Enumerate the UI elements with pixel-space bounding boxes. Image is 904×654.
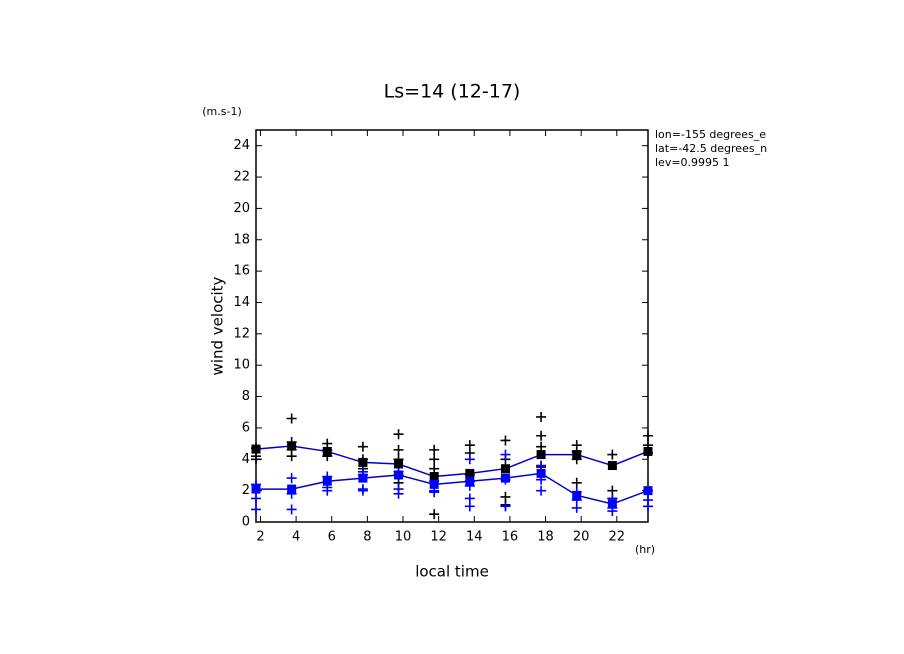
x-tick-label: 22 xyxy=(609,530,626,545)
x-tick-label: 2 xyxy=(256,530,264,545)
marker xyxy=(536,468,546,478)
marker xyxy=(358,473,368,483)
marker xyxy=(394,459,404,469)
marker xyxy=(464,501,475,512)
marker xyxy=(429,463,440,474)
marker xyxy=(571,477,582,488)
marker xyxy=(358,457,368,467)
x-axis-label: local time xyxy=(415,563,489,581)
x-tick-label: 10 xyxy=(395,530,412,545)
marker xyxy=(394,470,404,480)
y-tick-label: 14 xyxy=(233,295,250,310)
marker xyxy=(322,446,332,456)
marker xyxy=(643,486,653,496)
marker xyxy=(322,476,332,486)
y-tick-label: 18 xyxy=(233,232,250,247)
y-tick-label: 24 xyxy=(233,138,250,153)
marker xyxy=(251,484,261,494)
x-tick-label: 4 xyxy=(292,530,300,545)
marker xyxy=(393,429,404,440)
y-tick-label: 16 xyxy=(233,264,250,279)
marker xyxy=(429,444,440,455)
marker xyxy=(465,468,475,478)
y-tick-label: 8 xyxy=(242,389,250,404)
marker xyxy=(322,485,333,496)
annotation: lat=-42.5 degrees_n xyxy=(655,142,767,155)
marker xyxy=(251,493,261,504)
marker xyxy=(251,454,261,465)
annotation: lon=-155 degrees_e xyxy=(655,128,766,141)
series-line xyxy=(256,472,649,505)
marker xyxy=(287,441,297,451)
annotations: lon=-155 degrees_e lat=-42.5 degrees_n l… xyxy=(655,128,767,169)
marker xyxy=(607,461,617,471)
x-tick-label: 12 xyxy=(430,530,447,545)
annotation: lev=0.9995 1 xyxy=(655,156,730,169)
marker xyxy=(429,472,439,482)
marker xyxy=(607,499,617,509)
marker xyxy=(607,449,618,460)
marker xyxy=(571,502,582,513)
y-tick-label: 10 xyxy=(233,358,250,373)
x-tick-label: 14 xyxy=(466,530,483,545)
x-tick-label: 8 xyxy=(363,530,371,545)
marker xyxy=(465,476,475,486)
marker xyxy=(572,450,582,460)
y-axis-label: wind velocity xyxy=(209,276,227,375)
x-tick-label: 18 xyxy=(537,530,554,545)
y-tick-label: 6 xyxy=(242,420,250,435)
x-tick-label: 20 xyxy=(573,530,590,545)
y-tick-label: 12 xyxy=(233,326,250,341)
y-unit: (m.s-1) xyxy=(202,105,242,118)
marker xyxy=(500,449,511,460)
marker xyxy=(357,441,368,452)
y-tick-label: 20 xyxy=(233,201,250,216)
marker xyxy=(429,479,439,489)
marker xyxy=(500,501,511,512)
plot-frame xyxy=(255,129,649,523)
marker xyxy=(286,504,297,515)
marker xyxy=(286,451,297,462)
marker xyxy=(251,444,261,454)
marker xyxy=(536,441,547,452)
marker xyxy=(536,460,547,471)
marker xyxy=(393,444,404,455)
y-tick-label: 22 xyxy=(233,170,250,185)
marker xyxy=(251,504,261,515)
series-line xyxy=(255,445,649,478)
marker xyxy=(536,450,546,460)
marker xyxy=(500,435,511,446)
y-tick-label: 4 xyxy=(242,452,250,467)
y-tick-label: 0 xyxy=(242,515,250,530)
marker xyxy=(572,490,582,500)
x-unit: (hr) xyxy=(635,543,655,556)
marker xyxy=(287,484,297,494)
marker xyxy=(429,509,440,520)
marker xyxy=(393,488,404,499)
marker xyxy=(643,430,653,441)
y-tick-label: 2 xyxy=(242,483,250,498)
marker xyxy=(536,430,547,441)
marker xyxy=(286,473,297,484)
marker xyxy=(357,485,368,496)
marker xyxy=(500,473,510,483)
x-tick-label: 6 xyxy=(328,530,336,545)
x-tick-label: 16 xyxy=(502,530,519,545)
marker xyxy=(536,485,547,496)
marker xyxy=(643,446,653,456)
marker xyxy=(500,464,510,474)
marker xyxy=(429,487,440,498)
marker xyxy=(643,501,653,512)
marker xyxy=(464,454,475,465)
marker xyxy=(536,411,547,422)
chart-title: Ls=14 (12-17) xyxy=(384,81,521,103)
marker xyxy=(429,454,440,465)
marker xyxy=(286,413,297,424)
